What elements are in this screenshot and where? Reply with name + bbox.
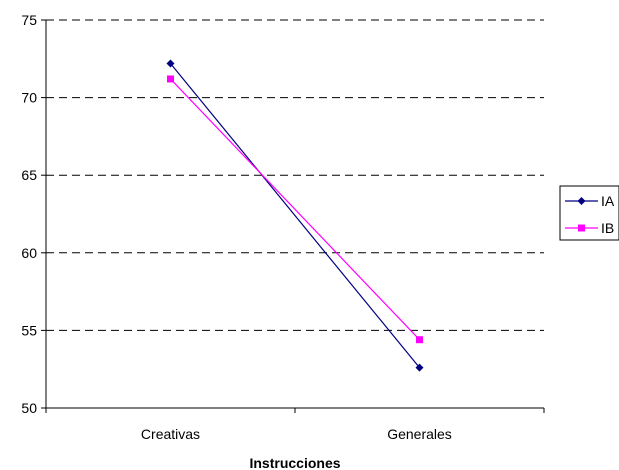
series-line-ib <box>170 78 420 341</box>
data-point-ib <box>167 75 174 83</box>
x-tick-label: Creativas <box>141 426 200 442</box>
legend-label-ia: IA <box>601 193 615 209</box>
x-axis-title: Instrucciones <box>249 455 340 470</box>
legend-marker-ib <box>578 224 585 232</box>
data-point-ib <box>416 336 423 344</box>
y-tick-label: 50 <box>21 400 37 416</box>
y-tick-label: 75 <box>21 12 37 28</box>
series-line-ia <box>170 63 420 369</box>
data-point-ia <box>415 363 424 372</box>
axes <box>45 20 544 409</box>
legend-marker-ia <box>577 197 586 205</box>
y-axis-ticks: 50 55 60 65 70 75 <box>21 12 46 416</box>
series-lines <box>166 59 424 372</box>
legend-label-ib: IB <box>601 220 614 236</box>
y-tick-label: 65 <box>21 167 37 183</box>
gridlines <box>46 19 544 331</box>
legend: IA IB <box>559 185 619 241</box>
legend-box <box>559 185 619 241</box>
x-axis-ticks: Creativas Generales <box>45 408 545 442</box>
y-tick-label: 60 <box>21 245 37 261</box>
y-tick-label: 70 <box>21 90 37 106</box>
data-point-ia <box>166 59 175 68</box>
y-tick-label: 55 <box>21 322 37 338</box>
x-tick-label: Generales <box>387 426 452 442</box>
